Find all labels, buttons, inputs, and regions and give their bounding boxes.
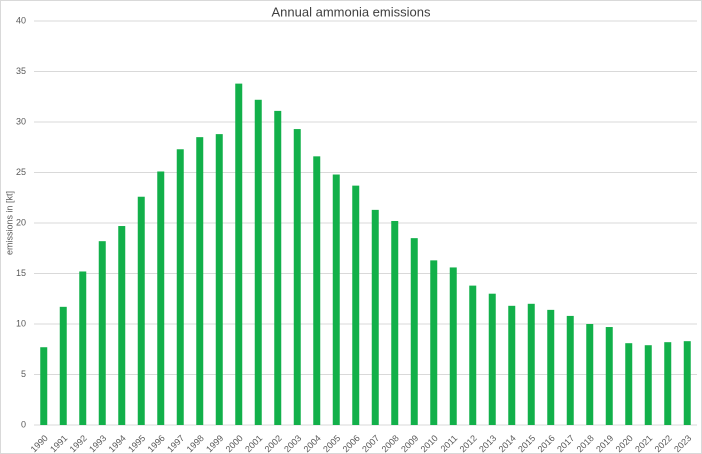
bar — [313, 156, 321, 425]
bar — [586, 324, 594, 425]
bar — [59, 306, 67, 425]
bar — [352, 185, 360, 425]
y-tick-label: 40 — [16, 15, 26, 25]
bar — [293, 129, 301, 425]
bar — [605, 327, 613, 425]
bar — [469, 285, 477, 425]
bar — [391, 220, 399, 425]
bar — [254, 99, 262, 425]
bar — [235, 83, 243, 426]
bar — [157, 171, 165, 425]
bar — [449, 267, 457, 425]
bar — [664, 342, 672, 425]
y-tick-label: 5 — [21, 369, 26, 379]
bar — [410, 238, 418, 425]
bar — [566, 315, 574, 425]
bar — [215, 134, 223, 425]
bar — [274, 110, 282, 425]
bar — [118, 226, 126, 425]
y-tick-label: 35 — [16, 66, 26, 76]
bar — [40, 347, 48, 425]
bar — [332, 174, 340, 425]
y-tick-label: 0 — [21, 419, 26, 429]
bar — [508, 305, 516, 425]
bar — [176, 149, 184, 425]
bar — [644, 345, 652, 425]
bar — [79, 271, 87, 425]
bar — [527, 303, 535, 425]
bar — [547, 309, 555, 425]
y-tick-label: 25 — [16, 167, 26, 177]
y-tick-label: 10 — [16, 318, 26, 328]
y-tick-label: 15 — [16, 268, 26, 278]
bar — [430, 260, 438, 425]
chart-title: Annual ammonia emissions — [272, 4, 431, 19]
y-tick-label: 20 — [16, 217, 26, 227]
bar — [196, 137, 204, 425]
bar — [625, 343, 633, 425]
bar — [488, 293, 496, 425]
y-axis-label: emissions in [kt] — [4, 191, 14, 255]
bar — [371, 209, 379, 425]
y-tick-label: 30 — [16, 116, 26, 126]
bar — [137, 196, 145, 425]
bar — [98, 241, 106, 425]
bar — [683, 341, 691, 425]
